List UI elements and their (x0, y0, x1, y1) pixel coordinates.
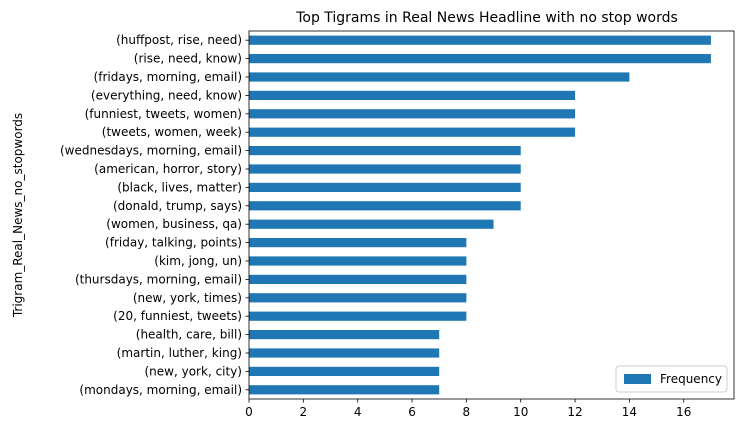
x-tick-label: 14 (622, 405, 637, 419)
x-tick-label: 16 (676, 405, 691, 419)
y-tick-label: (new, york, times) (133, 291, 242, 305)
legend-label: Frequency (660, 372, 722, 386)
legend: Frequency (615, 365, 728, 393)
y-tick-label: (everything, need, know) (91, 88, 242, 102)
bar (249, 385, 440, 395)
bars-group (249, 35, 711, 395)
bar (249, 182, 521, 192)
bar (249, 72, 630, 82)
bar (249, 219, 494, 229)
y-tick-label: (thursdays, morning, email) (75, 272, 242, 286)
x-tick-label: 4 (354, 405, 362, 419)
y-tick-label: (20, funniest, tweets) (113, 309, 242, 323)
bar (249, 274, 467, 284)
chart-title: Top Tigrams in Real News Headline with n… (295, 10, 678, 26)
x-tick-label: 8 (463, 405, 471, 419)
y-tick-label: (fridays, morning, email) (94, 70, 242, 84)
plot-frame (248, 30, 735, 400)
bar (249, 146, 521, 156)
bar (249, 54, 711, 64)
bar (249, 238, 467, 248)
y-tick-label: (huffpost, rise, need) (116, 33, 242, 47)
bar (249, 109, 576, 119)
y-axis-label: Trigram_Real_News_no_stopwords (11, 113, 25, 318)
x-tick-label: 12 (567, 405, 582, 419)
y-axis-ticks: (huffpost, rise, need) (rise, need, know)… (60, 33, 249, 397)
y-tick-label: (funniest, tweets, women) (85, 107, 242, 121)
y-tick-label: (rise, need, know) (134, 52, 242, 66)
y-tick-label: (women, business, qa) (106, 217, 242, 231)
bar (249, 348, 440, 358)
legend-swatch (624, 374, 651, 384)
legend-box (615, 365, 728, 393)
bar (249, 256, 467, 266)
bar (249, 35, 711, 45)
y-tick-label: (health, care, bill) (136, 328, 242, 342)
bar (249, 90, 576, 100)
bar (249, 127, 576, 137)
x-axis-ticks: 0 2 4 6 8 10 12 14 16 (245, 399, 691, 419)
y-tick-label: (american, horror, story) (94, 162, 242, 176)
y-tick-label: (kim, jong, un) (154, 254, 242, 268)
bar (249, 164, 521, 174)
bar (249, 293, 467, 303)
y-tick-label: (tweets, women, week) (102, 125, 242, 139)
y-tick-label: (new, york, city) (145, 364, 243, 378)
y-tick-label: (mondays, morning, email) (79, 383, 242, 397)
bar (249, 201, 521, 211)
y-tick-label: (donald, trump, says) (113, 199, 242, 213)
y-tick-label: (black, lives, matter) (117, 180, 242, 194)
bar (249, 311, 467, 321)
bar (249, 330, 440, 340)
x-tick-label: 0 (245, 405, 253, 419)
y-tick-label: (martin, luther, king) (117, 346, 242, 360)
x-tick-label: 2 (300, 405, 308, 419)
x-tick-label: 6 (408, 405, 416, 419)
y-tick-label: (friday, talking, points) (105, 236, 242, 250)
y-tick-label: (wednesdays, morning, email) (60, 144, 242, 158)
bar (249, 366, 440, 376)
x-tick-label: 10 (513, 405, 528, 419)
